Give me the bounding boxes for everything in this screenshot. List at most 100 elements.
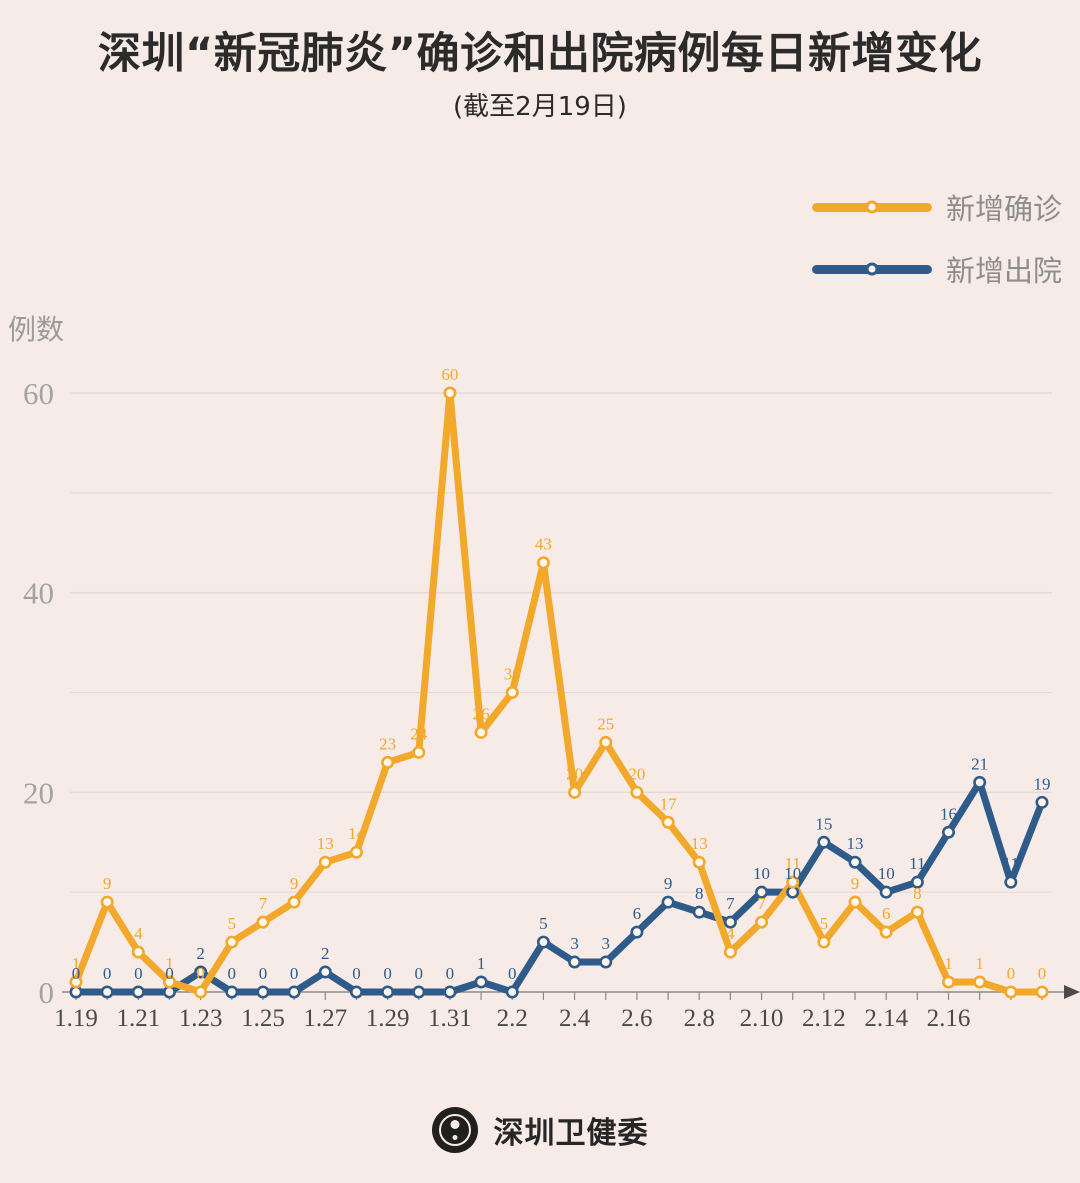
data-point-marker[interactable]	[1035, 795, 1049, 809]
data-point-marker[interactable]	[568, 955, 582, 969]
data-point-label: 25	[597, 714, 614, 733]
data-point-marker[interactable]	[630, 925, 644, 939]
data-point-marker[interactable]	[349, 985, 363, 999]
data-point-marker[interactable]	[318, 855, 332, 869]
data-point-marker[interactable]	[692, 905, 706, 919]
data-point-marker[interactable]	[162, 975, 176, 989]
data-point-label: 10	[753, 864, 770, 883]
data-point-label: 60	[441, 365, 458, 384]
x-axis-tick-label: 1.27	[303, 1005, 347, 1032]
chart-legend: 新增确诊 新增出院	[811, 186, 1062, 290]
data-point-label: 4	[726, 924, 735, 943]
data-point-marker[interactable]	[879, 925, 893, 939]
data-point-marker[interactable]	[786, 875, 800, 889]
data-point-marker[interactable]	[194, 985, 208, 999]
data-point-label: 9	[664, 874, 673, 893]
data-point-marker[interactable]	[225, 935, 239, 949]
data-point-marker[interactable]	[349, 845, 363, 859]
data-point-marker[interactable]	[973, 775, 987, 789]
data-point-marker[interactable]	[381, 985, 395, 999]
data-point-label: 1	[975, 954, 984, 973]
data-point-marker[interactable]	[910, 875, 924, 889]
data-point-marker[interactable]	[100, 985, 114, 999]
data-point-marker[interactable]	[723, 945, 737, 959]
data-point-marker[interactable]	[568, 785, 582, 799]
data-point-marker[interactable]	[412, 985, 426, 999]
data-point-label: 0	[259, 964, 268, 983]
data-point-label: 7	[726, 894, 735, 913]
data-point-marker[interactable]	[536, 556, 550, 570]
chart-footer: 深圳卫健委	[0, 1107, 1080, 1153]
data-point-marker[interactable]	[599, 735, 613, 749]
data-point-marker[interactable]	[443, 386, 457, 400]
data-point-label: 24	[410, 724, 428, 743]
data-point-marker[interactable]	[755, 885, 769, 899]
data-point-marker[interactable]	[848, 855, 862, 869]
data-point-marker[interactable]	[287, 985, 301, 999]
data-point-marker[interactable]	[287, 895, 301, 909]
data-point-label: 4	[134, 924, 143, 943]
data-point-marker[interactable]	[1004, 985, 1018, 999]
data-point-marker[interactable]	[817, 935, 831, 949]
x-axis-tick-label: 1.23	[179, 1005, 223, 1032]
data-point-marker[interactable]	[692, 855, 706, 869]
data-point-marker[interactable]	[1004, 875, 1018, 889]
data-point-label: 13	[847, 834, 864, 853]
data-point-marker[interactable]	[973, 975, 987, 989]
x-axis-tick-label: 2.16	[927, 1005, 971, 1032]
data-point-marker[interactable]	[942, 825, 956, 839]
data-point-marker[interactable]	[474, 725, 488, 739]
data-point-marker[interactable]	[318, 965, 332, 979]
data-point-marker[interactable]	[474, 975, 488, 989]
data-point-label: 2	[196, 944, 205, 963]
y-axis-tick-label: 40	[23, 576, 54, 611]
data-point-marker[interactable]	[131, 985, 145, 999]
data-point-marker[interactable]	[100, 895, 114, 909]
data-point-marker[interactable]	[194, 965, 208, 979]
data-point-marker[interactable]	[225, 985, 239, 999]
data-point-marker[interactable]	[256, 915, 270, 929]
data-point-marker[interactable]	[910, 905, 924, 919]
data-point-label: 3	[601, 934, 610, 953]
x-axis-tick-label: 2.8	[684, 1005, 715, 1032]
data-point-label: 0	[228, 964, 237, 983]
data-point-label: 17	[660, 794, 678, 813]
data-point-marker[interactable]	[755, 915, 769, 929]
data-point-marker[interactable]	[505, 685, 519, 699]
data-point-label: 0	[383, 964, 392, 983]
data-point-label: 2	[321, 944, 330, 963]
data-point-marker[interactable]	[817, 835, 831, 849]
y-axis-tick-label: 20	[23, 775, 54, 810]
data-point-marker[interactable]	[69, 975, 83, 989]
data-point-label: 20	[628, 764, 645, 783]
data-point-label: 1	[944, 954, 953, 973]
legend-item-discharged[interactable]: 新增出院	[811, 248, 1062, 290]
data-point-marker[interactable]	[630, 785, 644, 799]
data-point-marker[interactable]	[599, 955, 613, 969]
y-axis-label: 例数	[8, 313, 65, 346]
data-point-marker[interactable]	[848, 895, 862, 909]
data-point-marker[interactable]	[443, 985, 457, 999]
data-point-label: 8	[913, 884, 922, 903]
legend-line-swatch-discharged	[811, 262, 932, 276]
data-point-marker[interactable]	[879, 885, 893, 899]
data-point-marker[interactable]	[942, 975, 956, 989]
data-point-marker[interactable]	[412, 745, 426, 759]
x-axis-arrow-icon	[1064, 985, 1080, 999]
data-point-marker[interactable]	[661, 895, 675, 909]
data-point-label: 5	[228, 914, 237, 933]
data-point-marker[interactable]	[536, 935, 550, 949]
data-point-label: 16	[940, 804, 957, 823]
data-point-marker[interactable]	[723, 915, 737, 929]
data-point-marker[interactable]	[1035, 985, 1049, 999]
data-point-label: 0	[446, 964, 455, 983]
data-point-marker[interactable]	[381, 755, 395, 769]
data-point-label: 0	[415, 964, 424, 983]
data-point-marker[interactable]	[256, 985, 270, 999]
data-point-marker[interactable]	[131, 945, 145, 959]
data-point-marker[interactable]	[505, 985, 519, 999]
data-point-marker[interactable]	[661, 815, 675, 829]
legend-item-confirmed[interactable]: 新增确诊	[811, 186, 1062, 228]
